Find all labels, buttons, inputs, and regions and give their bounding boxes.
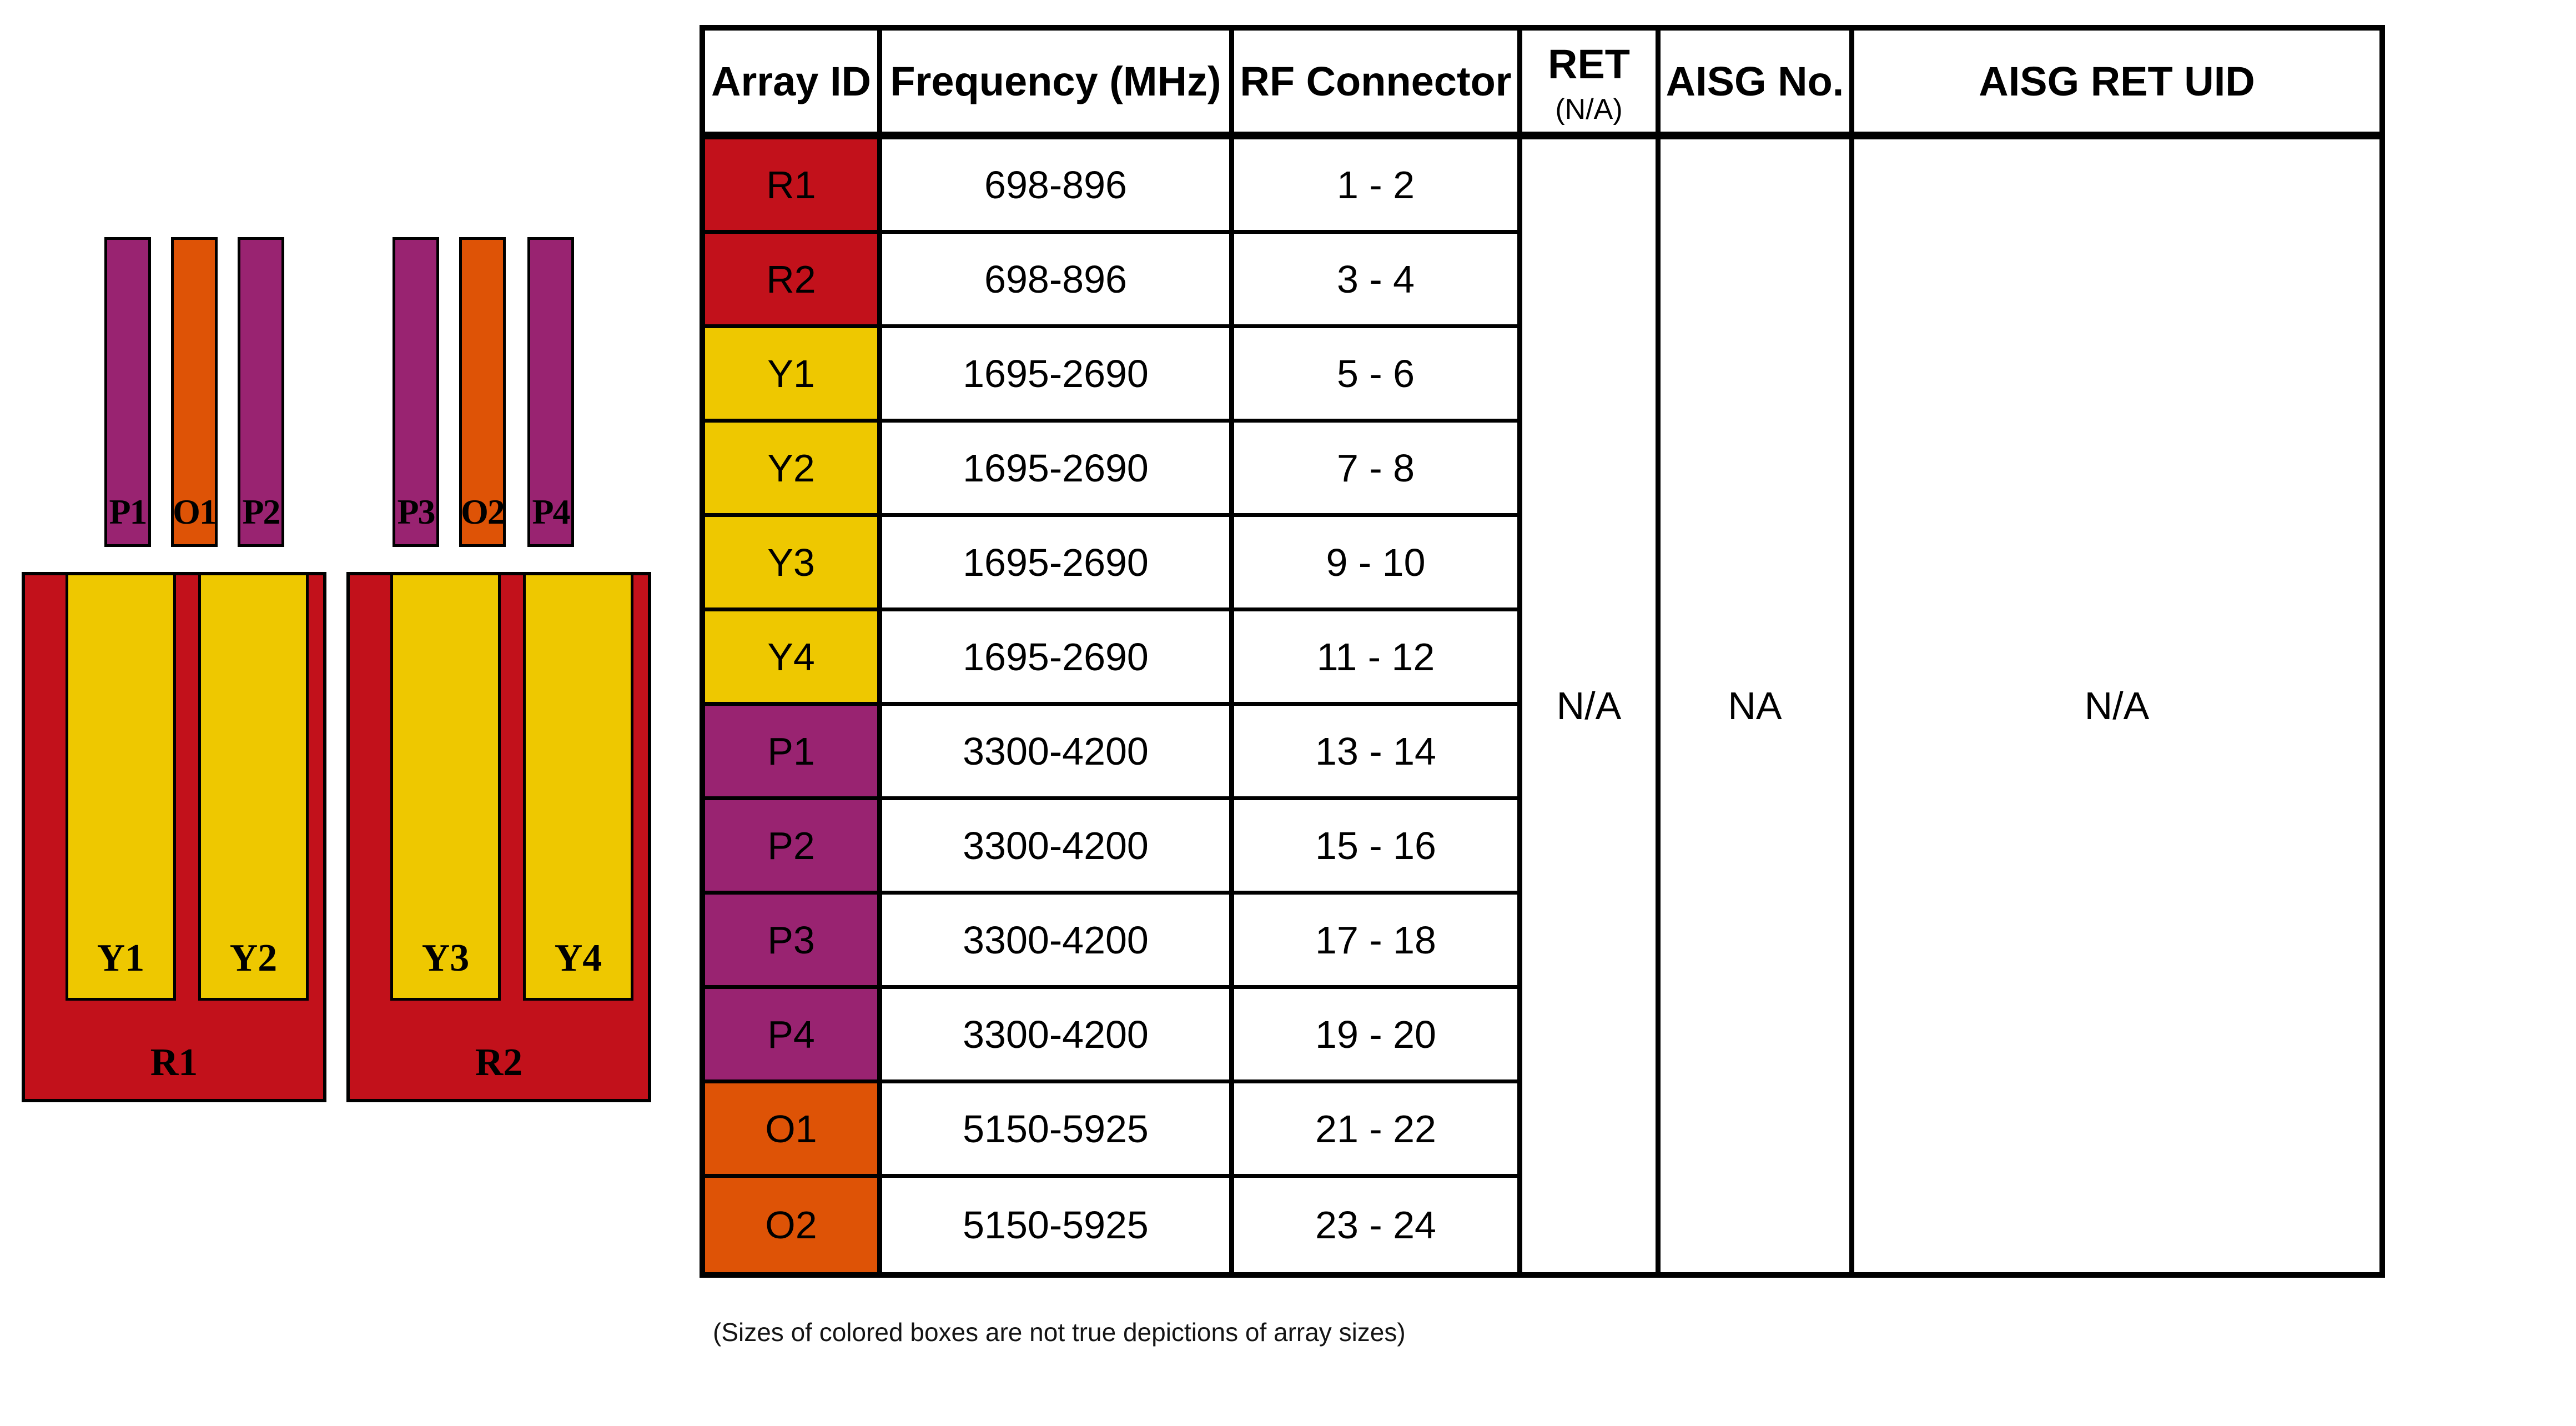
cell-rf-connector: 17 - 18 xyxy=(1234,895,1522,989)
merged-cell-aisg-no: NA xyxy=(1661,139,1854,1272)
array-bar-p2: P2 xyxy=(238,237,284,547)
rf-table: Array ID Frequency (MHz) RF Connector RE… xyxy=(700,25,2385,1278)
header-cell-aisg-ret-uid: AISG RET UID xyxy=(1854,31,2379,139)
array-bar-label: P2 xyxy=(242,492,280,531)
header-cell-ret: RET (N/A) xyxy=(1522,31,1661,139)
merged-cell-ret: N/A xyxy=(1522,139,1661,1272)
header-cell-array-id: Array ID xyxy=(705,31,882,139)
array-bar-p3: P3 xyxy=(393,237,439,547)
array-group-r1: Y1 Y2 R1 xyxy=(22,572,326,1102)
array-box-y3: Y3 xyxy=(390,575,501,1001)
cell-frequency: 3300-4200 xyxy=(882,895,1234,989)
cell-array-id: Y1 xyxy=(705,328,882,423)
array-bar-p1: P1 xyxy=(104,237,151,547)
cell-array-id: P3 xyxy=(705,895,882,989)
cell-rf-connector: 23 - 24 xyxy=(1234,1178,1522,1272)
cell-array-id: P2 xyxy=(705,800,882,895)
array-bar-label: P1 xyxy=(109,492,147,531)
cell-rf-connector: 3 - 4 xyxy=(1234,234,1522,328)
array-box-y2: Y2 xyxy=(198,575,309,1001)
diagram-footnote: (Sizes of colored boxes are not true dep… xyxy=(713,1318,1406,1347)
cell-frequency: 1695-2690 xyxy=(882,517,1234,611)
cell-frequency: 5150-5925 xyxy=(882,1083,1234,1178)
array-bar-o1: O1 xyxy=(171,237,218,547)
header-ret-subtitle: (N/A) xyxy=(1555,93,1623,125)
cell-frequency: 3300-4200 xyxy=(882,989,1234,1083)
cell-frequency: 1695-2690 xyxy=(882,611,1234,706)
array-group-label: R1 xyxy=(150,1041,198,1084)
array-bar-label: O1 xyxy=(173,492,217,531)
cell-rf-connector: 15 - 16 xyxy=(1234,800,1522,895)
cell-array-id: P4 xyxy=(705,989,882,1083)
array-group-r2: Y3 Y4 R2 xyxy=(346,572,651,1102)
header-cell-rf-connector: RF Connector xyxy=(1234,31,1522,139)
array-box-label: Y4 xyxy=(554,937,602,980)
cell-frequency: 1695-2690 xyxy=(882,423,1234,517)
array-box-label: Y3 xyxy=(421,937,470,980)
array-bar-label: O2 xyxy=(461,492,505,531)
cell-frequency: 3300-4200 xyxy=(882,706,1234,800)
cell-array-id: O2 xyxy=(705,1178,882,1272)
array-bar-o2: O2 xyxy=(459,237,506,547)
array-box-y1: Y1 xyxy=(66,575,176,1001)
cell-array-id: Y4 xyxy=(705,611,882,706)
cell-array-id: Y3 xyxy=(705,517,882,611)
cell-array-id: P1 xyxy=(705,706,882,800)
cell-rf-connector: 9 - 10 xyxy=(1234,517,1522,611)
header-cell-aisg-no: AISG No. xyxy=(1661,31,1854,139)
array-box-y4: Y4 xyxy=(523,575,633,1001)
cell-frequency: 698-896 xyxy=(882,234,1234,328)
array-group-label: R2 xyxy=(475,1041,523,1084)
array-bar-label: P3 xyxy=(397,492,435,531)
cell-rf-connector: 13 - 14 xyxy=(1234,706,1522,800)
cell-rf-connector: 19 - 20 xyxy=(1234,989,1522,1083)
cell-rf-connector: 5 - 6 xyxy=(1234,328,1522,423)
cell-array-id: R2 xyxy=(705,234,882,328)
antenna-array-diagram: P1 O1 P2 P3 O2 P4 Y1 Y2 R1 Y3 Y4 R2 xyxy=(0,0,700,1426)
merged-cell-aisg-ret-uid: N/A xyxy=(2084,684,2150,727)
cell-frequency: 698-896 xyxy=(882,139,1234,234)
cell-rf-connector: 11 - 12 xyxy=(1234,611,1522,706)
array-box-label: Y2 xyxy=(229,937,278,980)
header-cell-frequency: Frequency (MHz) xyxy=(882,31,1234,139)
cell-rf-connector: 1 - 2 xyxy=(1234,139,1522,234)
cell-rf-connector: 7 - 8 xyxy=(1234,423,1522,517)
cell-frequency: 3300-4200 xyxy=(882,800,1234,895)
array-bar-label: P4 xyxy=(532,492,570,531)
cell-array-id: O1 xyxy=(705,1083,882,1178)
header-ret-title: RET xyxy=(1548,41,1630,87)
array-box-label: Y1 xyxy=(97,937,145,980)
array-bar-p4: P4 xyxy=(527,237,574,547)
cell-frequency: 5150-5925 xyxy=(882,1178,1234,1272)
cell-array-id: Y2 xyxy=(705,423,882,517)
cell-rf-connector: 21 - 22 xyxy=(1234,1083,1522,1178)
cell-frequency: 1695-2690 xyxy=(882,328,1234,423)
cell-array-id: R1 xyxy=(705,139,882,234)
